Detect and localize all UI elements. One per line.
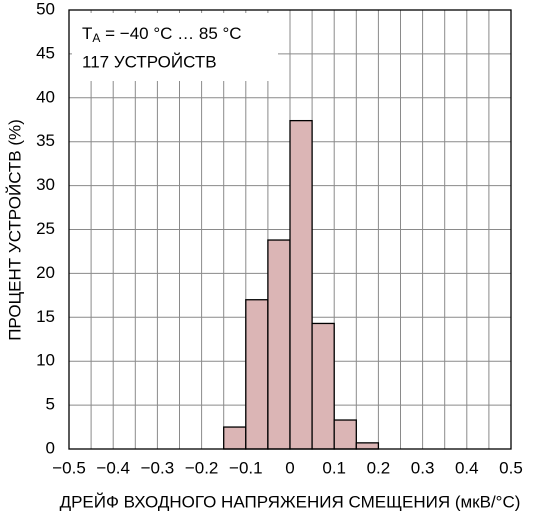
y-axis-label: ПРОЦЕНТ УСТРОЙСТВ (%) [5,119,24,341]
y-tick-label: 5 [46,395,55,414]
x-tick-label: −0.2 [185,458,219,477]
x-tick-label: 0.5 [499,458,523,477]
x-tick-label: −0.5 [52,458,86,477]
y-tick-label: 10 [36,351,55,370]
bar [223,426,247,450]
y-tick-label: 35 [36,131,55,150]
bar [333,419,357,450]
bar [245,299,269,450]
x-tick-label: 0.3 [411,458,435,477]
x-tick-label: −0.3 [141,458,175,477]
bar [311,322,335,450]
annotation-part: = −40 °C … 85 °C [100,24,241,43]
y-tick-label: 50 [36,0,55,18]
x-tick-label: 0.2 [367,458,391,477]
y-tick-label: 15 [36,307,55,326]
bar [355,442,380,450]
y-tick-label: 45 [36,43,55,62]
bar [289,119,313,450]
y-tick-label: 40 [36,87,55,106]
x-tick-label: −0.1 [229,458,263,477]
x-tick-label: −0.4 [96,458,130,477]
annotation-part: T [82,24,92,43]
x-tick-label: 0.1 [322,458,346,477]
plot-frame [68,9,512,450]
annotation: 117 УСТРОЙСТВ [82,52,217,71]
annotation: TA = −40 °C … 85 °C [82,24,242,44]
y-tick-label: 25 [36,219,55,238]
y-tick-label: 30 [36,175,55,194]
annotation-box [72,13,278,81]
y-tick-label: 0 [46,438,55,457]
annotation-part: A [92,31,100,45]
y-tick-label: 20 [36,263,55,282]
x-tick-label: 0.4 [455,458,479,477]
bar [267,239,291,450]
x-axis-label: ДРЕЙФ ВХОДНОГО НАПРЯЖЕНИЯ СМЕЩЕНИЯ (мкВ/… [60,492,521,511]
x-tick-label: 0 [285,458,294,477]
